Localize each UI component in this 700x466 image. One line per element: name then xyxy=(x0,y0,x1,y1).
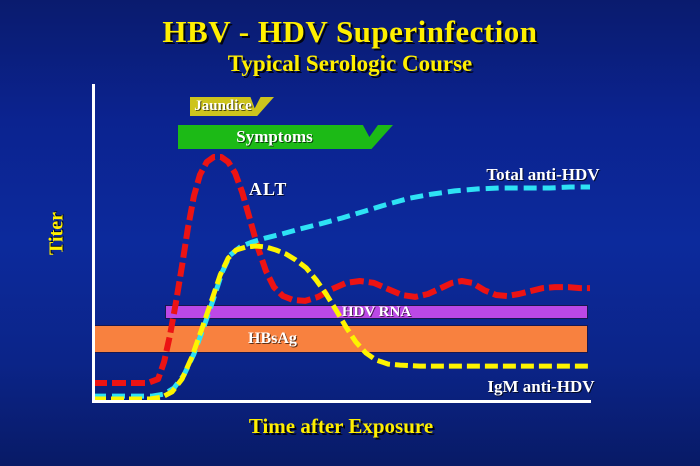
hbsag-bar-label: HBsAg xyxy=(248,330,297,347)
hdv-rna-span-bar: HDV RNA xyxy=(165,303,588,320)
y-axis-label: Titer xyxy=(45,212,68,255)
igm-anti-hdv-curve-label: IgM anti-HDV xyxy=(487,377,595,396)
slide-subtitle: Typical Serologic Course xyxy=(227,51,473,76)
y-axis-line xyxy=(92,84,95,403)
symptoms-bar-label: Symptoms xyxy=(236,127,313,146)
alt-curve-label: ALT xyxy=(249,179,288,199)
x-axis-line xyxy=(92,400,591,403)
total-anti-hdv-curve-label: Total anti-HDV xyxy=(486,165,600,184)
hdv-rna-bar-label: HDV RNA xyxy=(341,303,412,320)
hbsag-span-bar: HBsAg xyxy=(93,325,588,353)
alt-curve xyxy=(93,154,590,386)
jaundice-bar-label: Jaundice xyxy=(194,98,252,114)
x-axis-label: Time after Exposure xyxy=(248,414,434,438)
slide-title: HBV - HDV Superinfection xyxy=(162,14,538,49)
symptoms-phase-bar: Symptoms xyxy=(178,125,393,149)
igm-anti-hdv-curve xyxy=(93,243,590,402)
